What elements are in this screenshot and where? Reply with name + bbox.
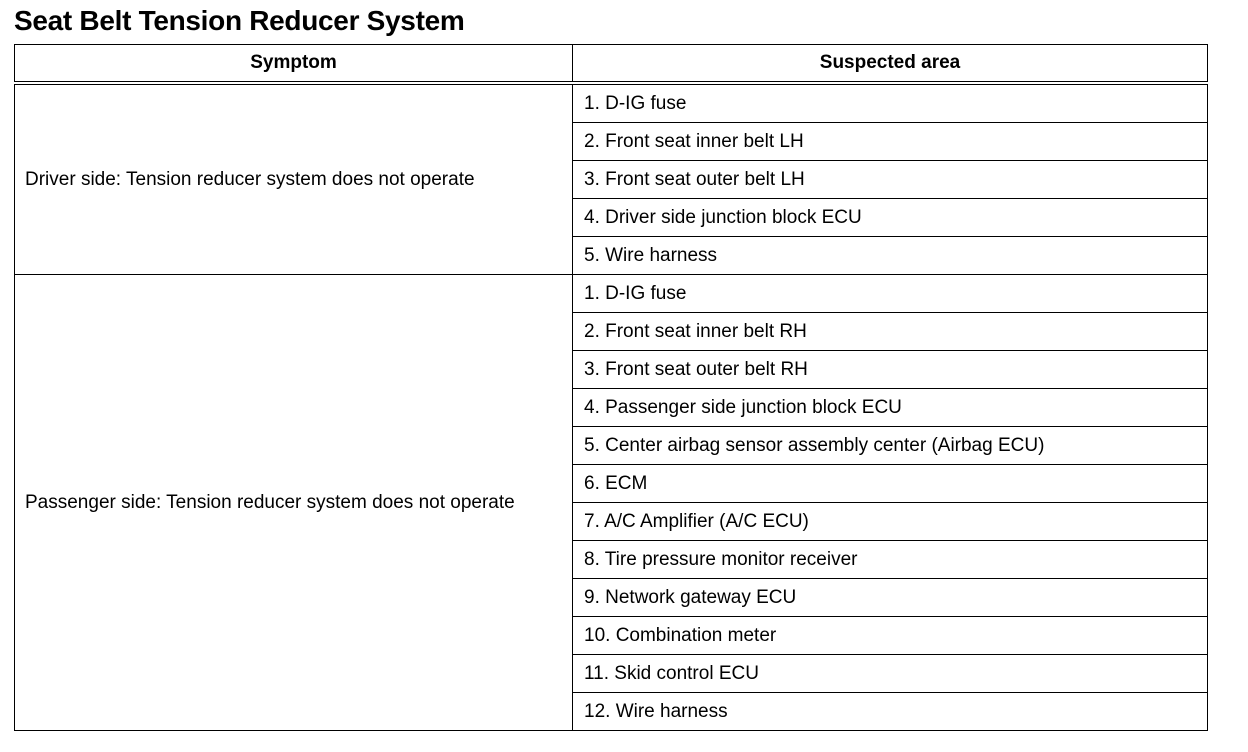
table-row: 3. Front seat outer belt LH xyxy=(15,160,1208,199)
suspected-area-cell: 4. Passenger side junction block ECU xyxy=(572,388,1208,427)
table-row: 3. Front seat outer belt RH xyxy=(15,350,1208,389)
suspected-area-cell: 1. D-IG fuse xyxy=(572,274,1208,313)
table-row: 10. Combination meter xyxy=(15,616,1208,655)
table-row: 12. Wire harness xyxy=(15,692,1208,731)
header-symptom: Symptom xyxy=(14,44,573,85)
suspected-area-cell: 5. Center airbag sensor assembly center … xyxy=(572,426,1208,465)
table-row: 5. Wire harness xyxy=(15,236,1208,275)
suspected-area-cell: 3. Front seat outer belt RH xyxy=(572,350,1208,389)
table-row: Driver side: Tension reducer system does… xyxy=(14,82,1208,275)
table-row: 2. Front seat inner belt RH xyxy=(15,312,1208,351)
suspected-area-cell: 3. Front seat outer belt LH xyxy=(572,160,1208,199)
page-title: Seat Belt Tension Reducer System xyxy=(14,5,465,36)
suspected-area-cell: 2. Front seat inner belt LH xyxy=(572,122,1208,161)
suspected-area-cell: 4. Driver side junction block ECU xyxy=(572,198,1208,237)
symptom-table: Symptom Suspected area Driver side: Tens… xyxy=(14,44,1208,731)
suspected-area-cell: 1. D-IG fuse xyxy=(572,82,1208,123)
suspected-area-cell: 7. A/C Amplifier (A/C ECU) xyxy=(572,502,1208,541)
table-row: 6. ECM xyxy=(15,464,1208,503)
suspected-area-cell: 8. Tire pressure monitor receiver xyxy=(572,540,1208,579)
table-row: 11. Skid control ECU xyxy=(15,654,1208,693)
suspected-area-cell: 6. ECM xyxy=(572,464,1208,503)
table-row: 2. Front seat inner belt LH xyxy=(15,122,1208,161)
symptom-cell: Passenger side: Tension reducer system d… xyxy=(14,274,573,731)
table-row: 4. Passenger side junction block ECU xyxy=(15,388,1208,427)
symptom-cell: Driver side: Tension reducer system does… xyxy=(14,82,573,275)
suspected-area-cell: 2. Front seat inner belt RH xyxy=(572,312,1208,351)
table-row: 7. A/C Amplifier (A/C ECU) xyxy=(15,502,1208,541)
table-row: 8. Tire pressure monitor receiver xyxy=(15,540,1208,579)
suspected-area-cell: 11. Skid control ECU xyxy=(572,654,1208,693)
suspected-area-cell: 10. Combination meter xyxy=(572,616,1208,655)
table-row: Passenger side: Tension reducer system d… xyxy=(14,274,1208,731)
suspected-area-cell: 9. Network gateway ECU xyxy=(572,578,1208,617)
suspected-area-cell: 12. Wire harness xyxy=(572,692,1208,731)
header-row: Symptom Suspected area xyxy=(14,44,1208,85)
header-suspected-area: Suspected area xyxy=(572,44,1208,85)
suspected-area-cell: 5. Wire harness xyxy=(572,236,1208,275)
table-row: 9. Network gateway ECU xyxy=(15,578,1208,617)
table-row: 5. Center airbag sensor assembly center … xyxy=(15,426,1208,465)
